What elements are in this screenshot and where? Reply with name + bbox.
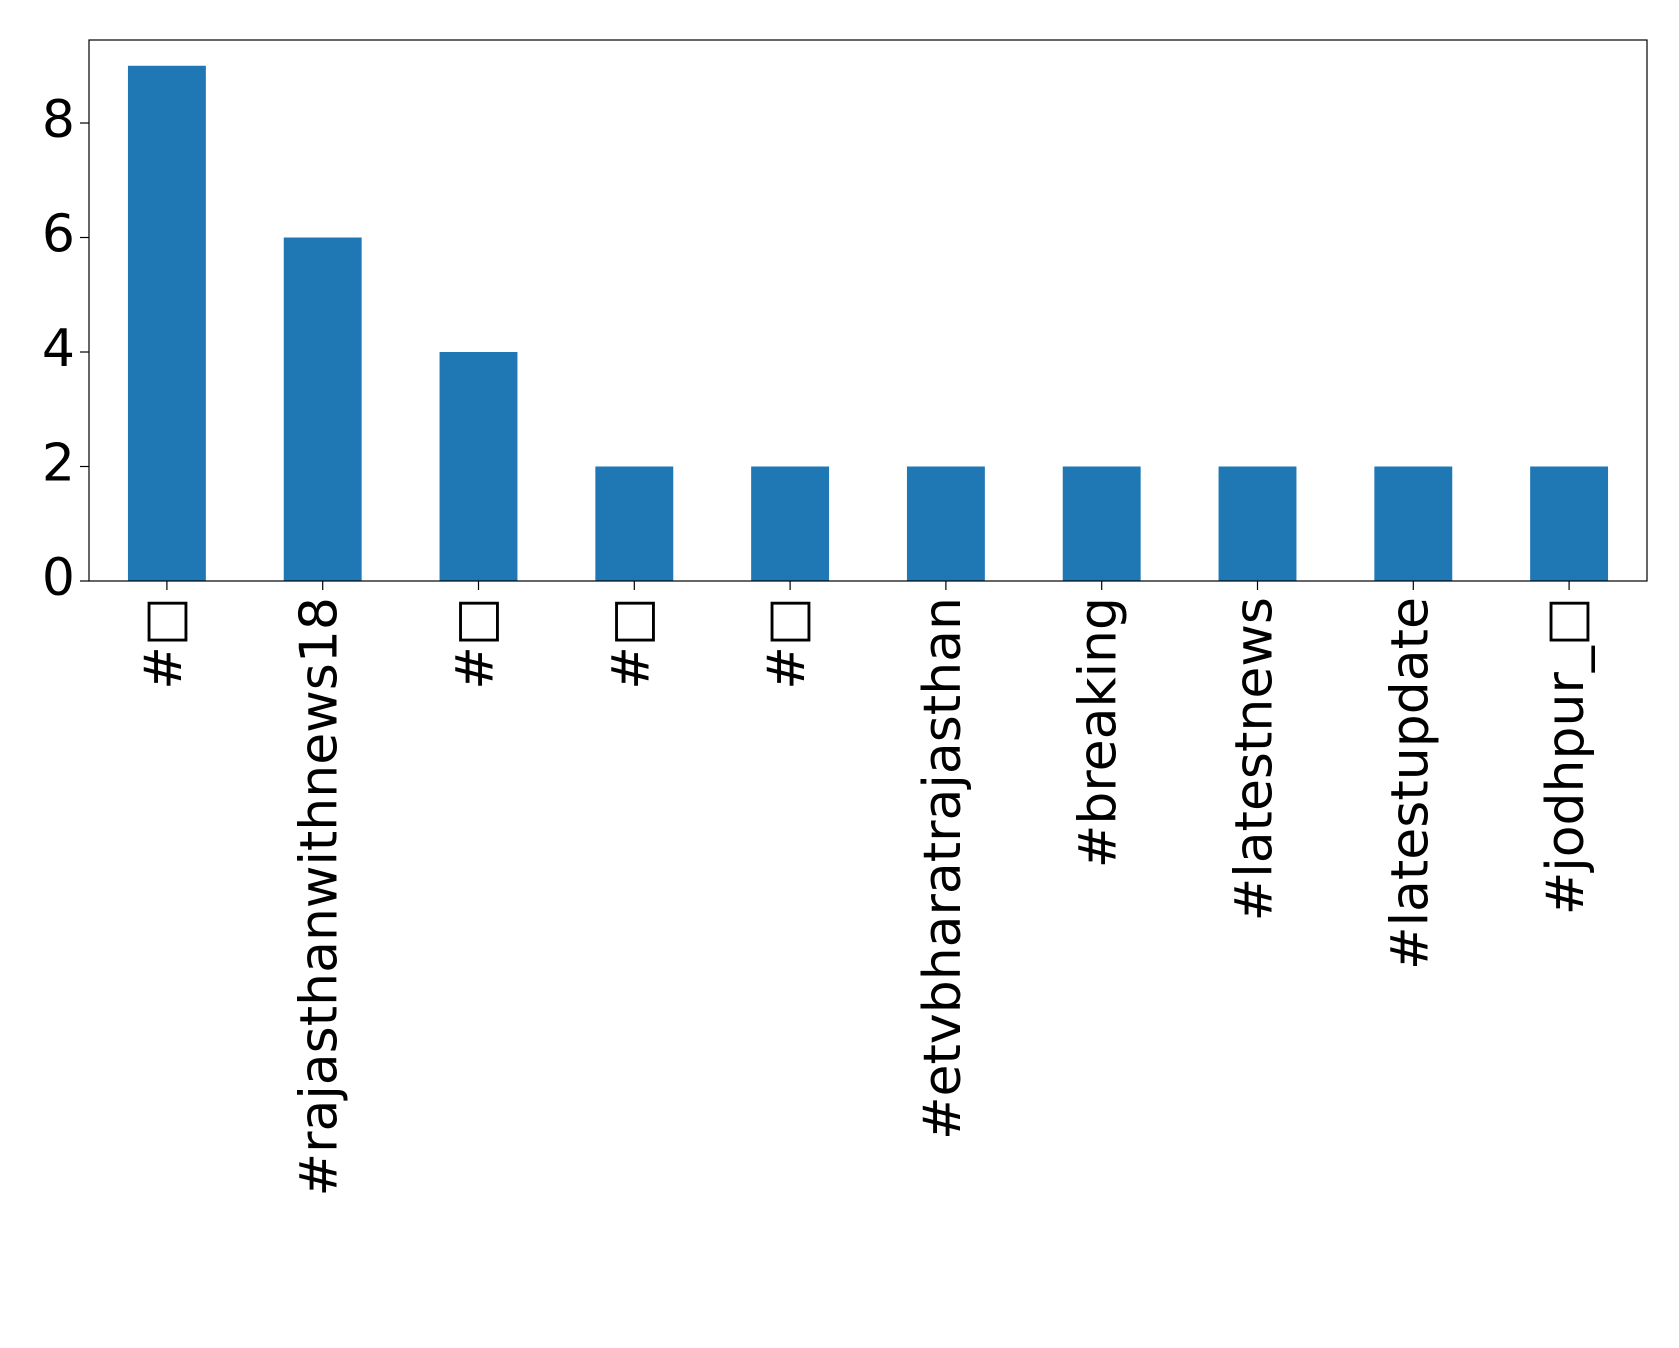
y-tick-label: 6 <box>42 205 75 265</box>
x-tick-label: #□ <box>601 597 661 690</box>
bar <box>127 65 206 581</box>
x-tick-label: #□ <box>134 597 194 690</box>
x-tick-label: #breaking <box>1069 597 1129 868</box>
x-tick-label: #latestupdate <box>1380 597 1440 970</box>
bar <box>595 466 674 581</box>
x-tick-label: #jodhpur_□ <box>1536 597 1596 915</box>
y-tick-label: 2 <box>42 434 75 494</box>
x-tick-label: #rajasthanwithnews18 <box>290 597 350 1196</box>
plot-frame <box>88 39 1648 582</box>
x-tick-label: #etvbharatrajasthan <box>913 597 973 1140</box>
bar <box>283 237 362 581</box>
bar <box>439 352 518 581</box>
bar <box>751 466 830 581</box>
bar <box>1062 466 1141 581</box>
x-tick-label: #latestnews <box>1225 597 1285 921</box>
y-tick-label: 0 <box>42 548 75 608</box>
y-tick-label: 4 <box>42 319 75 379</box>
bar <box>906 466 985 581</box>
x-tick-label: #□ <box>757 597 817 690</box>
x-tick-label: #□ <box>446 597 506 690</box>
bar <box>1218 466 1297 581</box>
bar <box>1530 466 1609 581</box>
bar <box>1374 466 1453 581</box>
y-tick-label: 8 <box>42 90 75 150</box>
